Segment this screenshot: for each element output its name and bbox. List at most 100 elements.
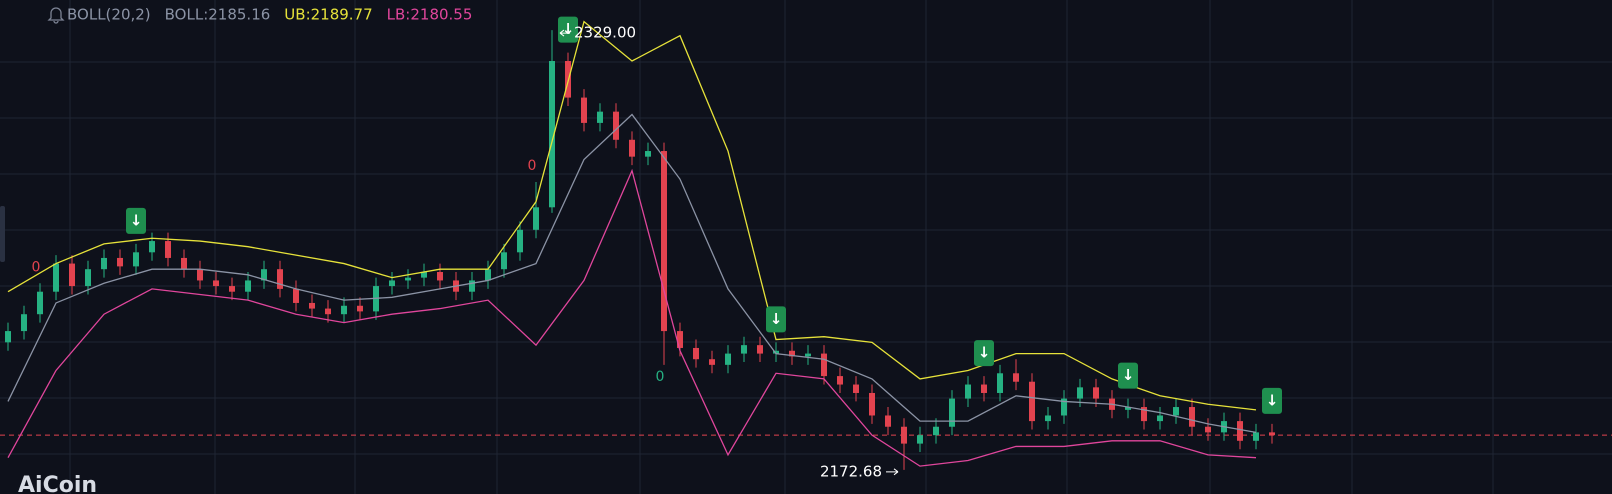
- candle-body: [389, 280, 395, 287]
- annotation-arrow: [559, 29, 570, 37]
- signal-badge: [558, 16, 578, 43]
- candle-body: [37, 291, 43, 315]
- candle-body: [421, 272, 427, 278]
- candle-body: [725, 353, 731, 365]
- candle-body: [21, 314, 27, 332]
- candle-body: [277, 269, 283, 289]
- signal-label: 0: [656, 369, 665, 385]
- band-line: [7, 113, 1257, 434]
- indicator-value: LB:2180.55: [387, 6, 473, 24]
- candle-body: [821, 353, 827, 377]
- band-line: [7, 168, 1257, 467]
- candle-body: [325, 308, 331, 315]
- candle-body: [789, 350, 795, 357]
- indicator-header: BOLL(20,2) BOLL:2185.16 UB:2189.77 LB:2180.…: [67, 6, 472, 24]
- candle-body: [1253, 432, 1259, 441]
- candle-body: [709, 359, 715, 365]
- candle-body: [485, 269, 491, 281]
- candle-body: [405, 277, 411, 281]
- candle-body: [53, 263, 59, 292]
- candle-body: [341, 305, 347, 315]
- signal-badge: [126, 207, 146, 234]
- signal-label: ↓: [1266, 391, 1279, 409]
- signal-badge: [1118, 362, 1138, 389]
- candle-body: [597, 111, 603, 123]
- candle-body: [1029, 381, 1035, 422]
- candle-body: [1141, 407, 1147, 422]
- candle-body: [501, 252, 507, 270]
- candle-body: [549, 61, 555, 208]
- candle-body: [1125, 407, 1131, 410]
- candle-body: [885, 415, 891, 427]
- candle-body: [69, 263, 75, 287]
- candle-body: [261, 269, 267, 281]
- candle-body: [965, 384, 971, 399]
- candle-body: [101, 257, 107, 270]
- signal-label: ↓: [130, 211, 143, 229]
- candle-body: [357, 305, 363, 312]
- candle-body: [1205, 426, 1211, 433]
- side-tab[interactable]: [0, 206, 5, 262]
- signal-badge: [1262, 387, 1282, 414]
- candle-body: [901, 426, 907, 444]
- candle-body: [181, 257, 187, 270]
- candle-body: [805, 353, 811, 357]
- candle-body: [1077, 387, 1083, 399]
- candle-body: [533, 207, 539, 230]
- candle-body: [613, 111, 619, 140]
- candle-body: [229, 286, 235, 292]
- watermark: AiCoin: [18, 473, 97, 494]
- candle-body: [693, 347, 699, 360]
- signal-label: ↓: [770, 310, 783, 328]
- candle-body: [981, 384, 987, 393]
- candle-body: [997, 373, 1003, 393]
- candle-body: [1045, 415, 1051, 422]
- annotation-label: 2329.00: [574, 24, 636, 42]
- candle-body: [661, 151, 667, 332]
- candle-body: [1093, 387, 1099, 399]
- indicator-value: UB:2189.77: [284, 6, 372, 24]
- candle-body: [629, 139, 635, 157]
- candle-body: [1189, 407, 1195, 427]
- candle-body: [245, 280, 251, 292]
- candle-body: [1173, 407, 1179, 416]
- candle-body: [469, 280, 475, 292]
- candle-body: [149, 241, 155, 253]
- candle-body: [5, 331, 11, 343]
- signal-label: 0: [32, 259, 41, 275]
- candle-body: [949, 398, 955, 427]
- candle-body: [117, 257, 123, 267]
- candle-body: [293, 288, 299, 303]
- candle-body: [917, 435, 923, 444]
- candle-body: [309, 302, 315, 309]
- candle-body: [165, 241, 171, 258]
- candle-body: [757, 345, 763, 354]
- candle-body: [1237, 421, 1243, 441]
- candle-body: [1061, 398, 1067, 416]
- annotation-arrow: [886, 468, 899, 476]
- candle-body: [645, 151, 651, 157]
- candle-body: [1157, 415, 1163, 422]
- candle-body: [837, 376, 843, 385]
- candle-body: [741, 345, 747, 354]
- candle-body: [933, 426, 939, 436]
- signal-label: 0: [528, 158, 537, 174]
- bell-icon[interactable]: [47, 7, 65, 24]
- candle-body: [1269, 432, 1275, 436]
- signal-badge: [974, 340, 994, 367]
- candle-body: [213, 280, 219, 287]
- indicator-name: BOLL(20,2): [67, 6, 151, 24]
- candle-body: [773, 350, 779, 354]
- signal-label: ↓: [1122, 366, 1135, 384]
- candle-body: [517, 229, 523, 253]
- candle-body: [197, 269, 203, 281]
- candle-body: [133, 252, 139, 267]
- candle-body: [869, 392, 875, 416]
- signal-badge: [766, 306, 786, 333]
- band-line: [7, 20, 1257, 411]
- signal-label: ↓: [562, 20, 575, 38]
- candle-body: [85, 269, 91, 287]
